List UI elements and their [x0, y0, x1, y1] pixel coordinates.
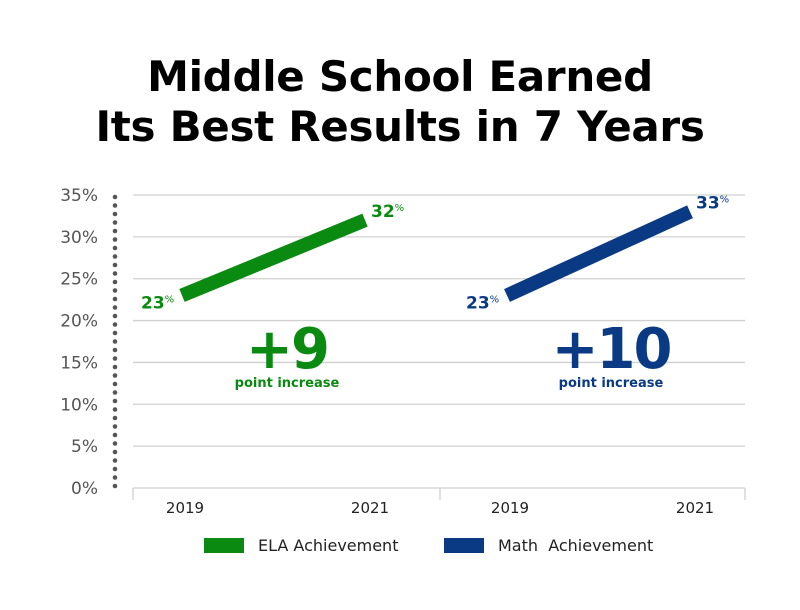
y-axis-dot	[112, 322, 118, 327]
y-axis-dot	[112, 407, 118, 412]
y-axis-dot	[112, 364, 118, 370]
y-axis-dot	[112, 424, 118, 429]
y-axis-dot	[112, 211, 118, 217]
y-tick-label: 5%	[71, 437, 98, 457]
series-line-ela	[179, 213, 368, 302]
change-annotation: +10	[552, 317, 671, 382]
change-note: point increase	[235, 376, 340, 391]
y-axis-dot	[112, 432, 118, 438]
y-axis-dot	[112, 356, 118, 361]
legend: ELA Achievement Math Achievement	[0, 536, 800, 564]
y-axis-dot	[112, 441, 118, 446]
y-tick-label: 20%	[60, 312, 98, 332]
series-line-math	[504, 205, 693, 302]
y-axis-dot	[112, 347, 118, 353]
y-axis-dot	[112, 305, 118, 310]
y-axis-dot	[112, 373, 118, 378]
y-axis-dot	[112, 449, 118, 455]
y-tick-label: 25%	[60, 270, 98, 290]
y-axis-dot	[112, 458, 118, 463]
legend-item-math: Math Achievement	[444, 536, 653, 555]
x-tick-label: 2019	[491, 499, 529, 517]
y-tick-label: 0%	[71, 479, 98, 499]
y-tick-label: 15%	[60, 353, 98, 373]
y-axis-dot	[112, 237, 118, 242]
x-tick-label: 2019	[166, 499, 204, 517]
y-axis-dot	[112, 313, 118, 319]
chart-title: Middle School Earned Its Best Results in…	[0, 52, 800, 152]
y-tick-label: 35%	[60, 186, 98, 206]
change-annotation: +9	[246, 317, 328, 382]
y-axis-dot	[112, 203, 118, 208]
legend-item-ela: ELA Achievement	[204, 536, 398, 555]
y-axis-dot	[112, 339, 118, 344]
y-tick-label: 30%	[60, 228, 98, 248]
title-line-1: Middle School Earned	[147, 52, 653, 101]
data-label-start: 23%	[466, 293, 499, 313]
y-axis-dot	[112, 245, 118, 251]
title-line-2: Its Best Results in 7 Years	[95, 102, 705, 151]
y-axis-dot	[112, 279, 118, 285]
y-axis-dot	[112, 296, 118, 302]
data-label-end: 33%	[696, 194, 729, 214]
x-tick-label: 2021	[351, 499, 389, 517]
change-note: point increase	[559, 376, 664, 391]
y-axis-dot	[112, 390, 118, 395]
legend-swatch-ela	[204, 538, 244, 553]
legend-label-math: Math Achievement	[498, 536, 654, 555]
legend-swatch-math	[444, 538, 484, 553]
y-axis-dot	[112, 398, 118, 404]
y-axis-dot	[112, 475, 118, 480]
y-axis-dot	[112, 220, 118, 225]
y-tick-label: 10%	[60, 395, 98, 415]
y-axis-dot	[112, 254, 118, 259]
y-axis-dot	[112, 330, 118, 336]
y-axis-dot	[112, 466, 118, 472]
y-axis-dot	[112, 415, 118, 421]
y-axis-dot	[112, 194, 118, 200]
x-tick-label: 2021	[676, 499, 714, 517]
y-axis-dot	[112, 483, 118, 489]
data-label-end: 32%	[371, 202, 404, 222]
y-axis-dot	[112, 381, 118, 387]
y-axis-dot	[112, 288, 118, 293]
y-axis-dot	[112, 228, 118, 234]
data-label-start: 23%	[141, 293, 174, 313]
y-axis-dot	[112, 262, 118, 268]
y-axis-dot	[112, 271, 118, 276]
legend-label-ela: ELA Achievement	[258, 536, 399, 555]
